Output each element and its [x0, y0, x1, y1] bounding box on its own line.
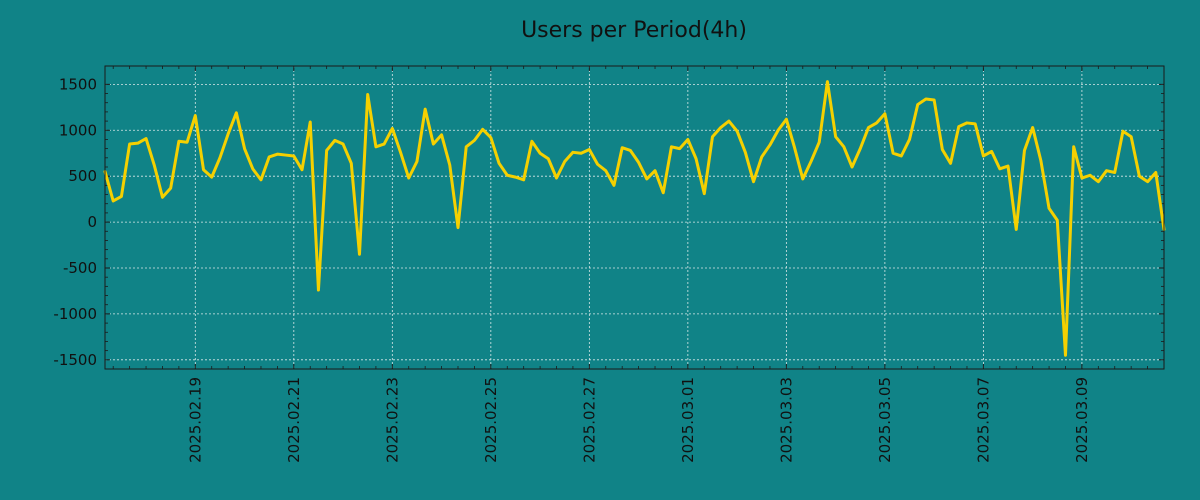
- y-tick-label: 0: [87, 213, 97, 231]
- y-axis-labels: 1500 1000 500 0 -500 -1000 -1500: [53, 75, 97, 368]
- y-tick-label: -500: [63, 259, 97, 277]
- series-line-users: [103, 80, 1166, 357]
- x-tick-label: 2025.03.05: [876, 377, 894, 463]
- y-tick-label: 1500: [59, 75, 97, 93]
- chart-title: Users per Period(4h): [521, 18, 747, 43]
- x-tick-label: 2025.03.09: [1073, 377, 1091, 463]
- y-tick-label: 1000: [59, 121, 97, 139]
- y-tick-label: -1000: [53, 305, 97, 323]
- x-tick-label: 2025.02.27: [580, 377, 598, 463]
- grid-lines: [105, 66, 1164, 369]
- plot-area: [105, 66, 1164, 369]
- x-tick-label: 2025.02.23: [383, 377, 401, 463]
- x-tick-label: 2025.03.07: [974, 377, 992, 463]
- x-tick-label: 2025.03.01: [679, 377, 697, 463]
- x-axis-labels: 2025.02.19 2025.02.21 2025.02.23 2025.02.25…: [186, 377, 1091, 463]
- x-tick-label: 2025.02.21: [285, 377, 303, 463]
- plot-frame: [104, 65, 1165, 370]
- x-tick-label: 2025.02.25: [482, 377, 500, 463]
- x-tick-label: 2025.03.03: [777, 377, 795, 463]
- y-tick-label: -1500: [53, 351, 97, 369]
- y-tick-label: 500: [68, 167, 97, 185]
- x-tick-label: 2025.02.19: [186, 377, 204, 463]
